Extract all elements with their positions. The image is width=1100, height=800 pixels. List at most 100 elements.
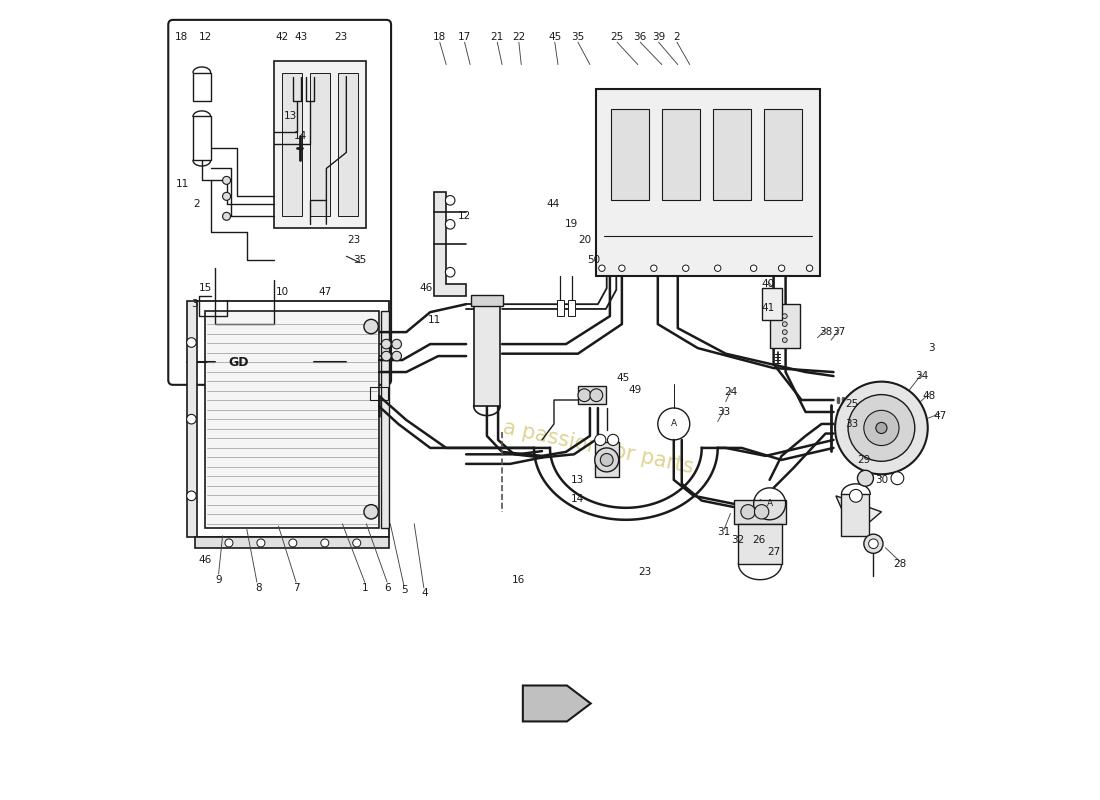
Text: 11: 11 (176, 179, 189, 190)
Text: 10: 10 (276, 287, 289, 297)
Circle shape (683, 265, 689, 271)
Text: 11: 11 (428, 315, 441, 325)
Text: 50: 50 (587, 255, 601, 266)
Text: 27: 27 (767, 546, 780, 557)
Bar (738, 524, 782, 564)
Text: 46: 46 (198, 554, 211, 565)
Text: 13: 13 (284, 111, 297, 122)
Bar (196, 301, 388, 538)
Bar (596, 89, 820, 276)
Circle shape (779, 265, 784, 271)
Circle shape (392, 351, 402, 361)
Text: A: A (671, 419, 676, 429)
Bar (381, 310, 388, 528)
Circle shape (741, 505, 756, 519)
Polygon shape (836, 496, 881, 536)
Circle shape (187, 338, 196, 347)
Text: 15: 15 (198, 283, 211, 293)
Text: 3: 3 (928, 343, 935, 353)
Circle shape (869, 539, 878, 549)
Text: 42: 42 (276, 32, 289, 42)
Text: 5: 5 (402, 585, 408, 595)
Text: 14: 14 (571, 494, 584, 504)
Text: GD: GD (229, 356, 249, 369)
Text: 36: 36 (634, 32, 647, 42)
Text: 38: 38 (818, 327, 832, 337)
Circle shape (650, 265, 657, 271)
Bar (310, 73, 330, 216)
Circle shape (590, 389, 603, 402)
Bar (275, 61, 366, 228)
Text: 46: 46 (419, 283, 432, 293)
Text: 26: 26 (752, 534, 766, 545)
Text: 3: 3 (191, 299, 198, 309)
Bar (764, 109, 802, 200)
Bar (734, 500, 785, 524)
Text: 9: 9 (216, 574, 222, 585)
Text: 33: 33 (717, 407, 730, 417)
Text: 35: 35 (353, 255, 366, 266)
Text: 39: 39 (652, 32, 666, 42)
Circle shape (222, 192, 231, 200)
Text: 40: 40 (761, 279, 774, 290)
Bar (196, 538, 388, 548)
Polygon shape (434, 192, 466, 296)
Bar (339, 73, 359, 216)
Text: 19: 19 (565, 219, 579, 230)
Text: 31: 31 (717, 526, 730, 537)
Circle shape (595, 434, 606, 446)
Circle shape (891, 472, 904, 485)
Circle shape (595, 448, 618, 472)
Text: 18: 18 (433, 32, 447, 42)
Circle shape (876, 422, 887, 434)
Circle shape (382, 351, 392, 361)
Circle shape (446, 195, 455, 205)
Bar (192, 73, 210, 101)
Bar (371, 387, 388, 400)
Text: 23: 23 (348, 235, 361, 246)
Bar (595, 442, 618, 478)
Text: 13: 13 (571, 475, 584, 485)
Text: 29: 29 (857, 455, 870, 465)
Bar (842, 494, 869, 536)
Text: A: A (767, 499, 772, 508)
Circle shape (607, 434, 618, 446)
Text: 4: 4 (421, 588, 428, 598)
Circle shape (226, 539, 233, 547)
Circle shape (618, 265, 625, 271)
Text: 22: 22 (513, 32, 526, 42)
Text: 33: 33 (845, 419, 858, 429)
Bar (187, 301, 197, 538)
Text: 12: 12 (198, 32, 211, 42)
Text: 45: 45 (617, 374, 630, 383)
Circle shape (750, 265, 757, 271)
Bar (283, 73, 302, 216)
Text: 6: 6 (384, 582, 390, 593)
Circle shape (782, 338, 788, 342)
Text: 23: 23 (638, 566, 651, 577)
Text: 48: 48 (923, 391, 936, 401)
Text: 12: 12 (458, 211, 471, 222)
Bar (713, 109, 751, 200)
Bar (558, 300, 563, 316)
Text: a passion for parts: a passion for parts (500, 418, 695, 478)
Text: 28: 28 (893, 558, 906, 569)
Circle shape (257, 539, 265, 547)
Text: 25: 25 (610, 32, 624, 42)
Text: 17: 17 (458, 32, 471, 42)
FancyBboxPatch shape (168, 20, 392, 385)
Circle shape (382, 339, 392, 349)
Text: 16: 16 (513, 574, 526, 585)
Polygon shape (522, 686, 591, 722)
Circle shape (598, 265, 605, 271)
Text: 32: 32 (732, 534, 745, 545)
Text: 43: 43 (294, 32, 308, 42)
Text: 47: 47 (933, 411, 946, 421)
Circle shape (755, 505, 769, 519)
Bar (474, 306, 500, 406)
Circle shape (864, 410, 899, 446)
Circle shape (848, 394, 915, 462)
Text: 49: 49 (629, 386, 642, 395)
Circle shape (289, 539, 297, 547)
Text: 20: 20 (579, 235, 592, 246)
